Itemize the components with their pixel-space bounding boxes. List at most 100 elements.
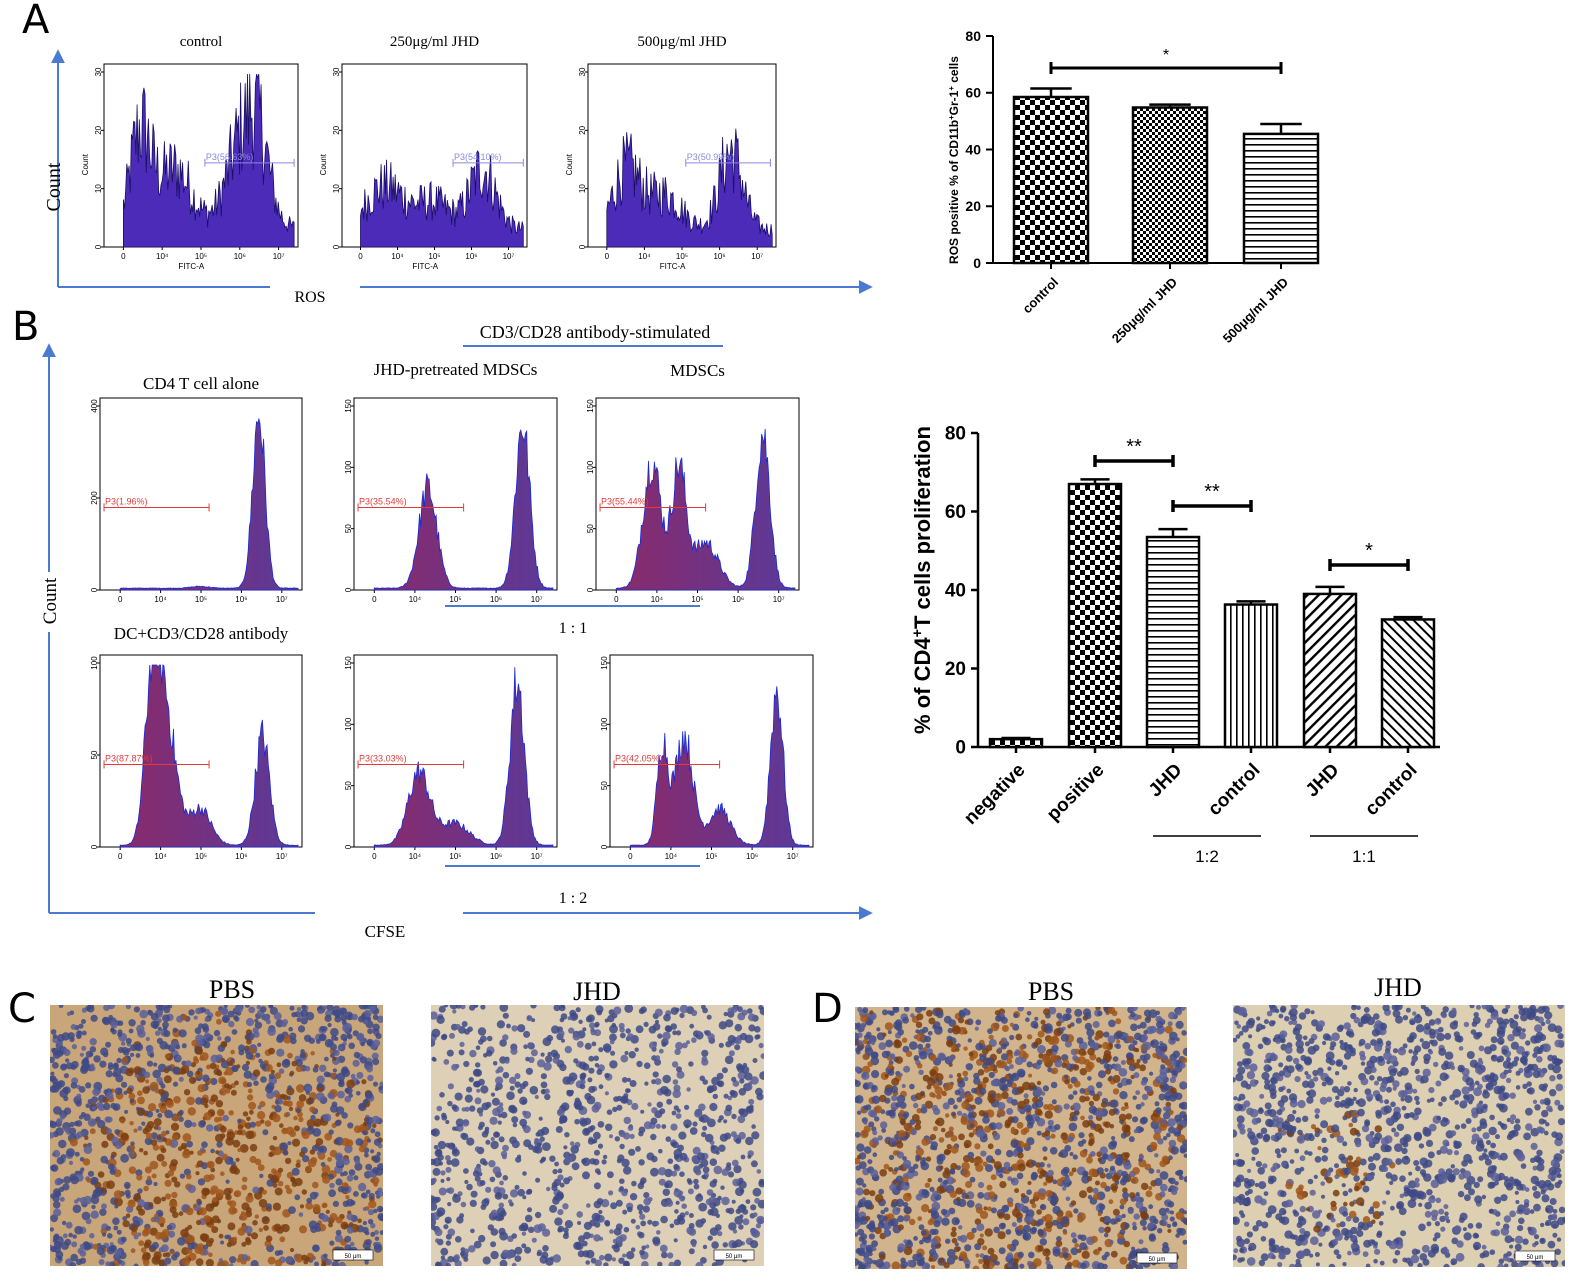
- cell-nucleus: [583, 1221, 593, 1230]
- cell-nucleus: [214, 1116, 220, 1123]
- cell-nucleus: [1458, 1046, 1464, 1051]
- cell-nucleus: [559, 1063, 567, 1072]
- cell-nucleus: [943, 1148, 951, 1156]
- cell-nucleus: [936, 1010, 944, 1019]
- cell-nucleus: [1029, 1227, 1037, 1235]
- cell-nucleus: [662, 1074, 671, 1084]
- cell-nucleus: [258, 1227, 263, 1233]
- cell-nucleus: [178, 1029, 187, 1038]
- cell-nucleus: [1408, 1049, 1413, 1054]
- cell-nucleus: [133, 1263, 139, 1266]
- cell-nucleus: [347, 1122, 354, 1129]
- histogram-distribution: [119, 417, 299, 591]
- cell-nucleus: [136, 1024, 145, 1034]
- cell-nucleus: [693, 1183, 700, 1190]
- cell-nucleus: [925, 1156, 932, 1162]
- cell-nucleus: [298, 1212, 304, 1217]
- cell-nucleus: [55, 1127, 64, 1136]
- cell-nucleus: [1162, 1136, 1168, 1141]
- micrograph-tissue: 50 μm: [1233, 1005, 1565, 1267]
- cell-nucleus: [86, 1177, 92, 1183]
- cell-nucleus: [581, 1158, 587, 1164]
- cell-nucleus: [353, 1125, 362, 1134]
- cell-nucleus: [598, 1209, 603, 1215]
- histogram-xlabel: FITC-A: [412, 262, 438, 271]
- histogram-ytick-label: 10: [332, 184, 341, 193]
- cell-nucleus: [228, 1206, 237, 1215]
- cell-nucleus: [731, 1076, 737, 1082]
- cell-nucleus: [1101, 1254, 1108, 1261]
- cell-nucleus: [1043, 1008, 1050, 1016]
- cell-nucleus: [1097, 1010, 1103, 1017]
- cell-nucleus: [1092, 1093, 1101, 1102]
- cell-nucleus: [955, 1187, 963, 1195]
- cell-nucleus: [672, 1089, 681, 1099]
- cell-nucleus: [551, 1025, 560, 1034]
- cell-nucleus: [492, 1061, 498, 1066]
- cell-nucleus: [1065, 1196, 1071, 1202]
- cell-nucleus: [717, 1118, 722, 1123]
- cell-nucleus: [335, 1216, 343, 1224]
- cell-nucleus: [857, 1045, 864, 1051]
- cell-nucleus: [903, 1239, 908, 1244]
- cell-nucleus: [686, 1040, 690, 1045]
- cell-nucleus: [1033, 1191, 1041, 1199]
- histogram-ytick-label: 50: [90, 750, 99, 759]
- cell-nucleus: [313, 1118, 322, 1127]
- cell-nucleus: [468, 1245, 476, 1253]
- cell-nucleus: [241, 1176, 248, 1183]
- cell-nucleus: [514, 1246, 523, 1255]
- cell-nucleus: [335, 1136, 344, 1146]
- cell-nucleus: [582, 1127, 591, 1136]
- cell-nucleus: [1320, 1181, 1325, 1186]
- cell-nucleus: [1167, 1118, 1176, 1127]
- cell-nucleus: [752, 1058, 758, 1063]
- cell-nucleus: [868, 1251, 873, 1257]
- cell-nucleus: [865, 1263, 872, 1269]
- cell-nucleus: [593, 1131, 601, 1140]
- cell-nucleus: [559, 1017, 565, 1023]
- cell-nucleus: [220, 1240, 225, 1245]
- histogram-frame: [99, 397, 303, 591]
- cell-nucleus: [469, 1199, 477, 1207]
- cell-nucleus: [1011, 1073, 1017, 1079]
- cell-nucleus: [613, 1243, 619, 1249]
- cell-nucleus: [997, 1212, 1005, 1219]
- cell-nucleus: [1497, 1263, 1504, 1267]
- cell-nucleus: [686, 1178, 692, 1183]
- cell-nucleus: [358, 1145, 366, 1153]
- cell-nucleus: [446, 1159, 452, 1166]
- cell-nucleus: [436, 1210, 444, 1217]
- cell-nucleus: [1087, 1195, 1093, 1200]
- cell-nucleus: [965, 1195, 970, 1199]
- cell-nucleus: [437, 1140, 447, 1150]
- cell-nucleus: [900, 1260, 908, 1269]
- cell-nucleus: [571, 1162, 580, 1171]
- cell-nucleus: [679, 1005, 689, 1014]
- cell-nucleus: [1000, 1076, 1007, 1084]
- cell-nucleus: [1244, 1221, 1250, 1227]
- cell-nucleus: [1060, 1033, 1069, 1042]
- cell-nucleus: [1141, 1182, 1149, 1191]
- cell-nucleus: [1347, 1081, 1352, 1086]
- histogram-xlabel: FITC-A: [178, 262, 204, 271]
- cell-nucleus: [902, 1159, 912, 1169]
- cell-nucleus: [374, 1131, 381, 1138]
- cell-nucleus: [374, 1157, 380, 1162]
- cell-nucleus: [902, 1201, 909, 1208]
- cell-nucleus: [237, 1118, 242, 1124]
- cell-nucleus: [226, 1242, 232, 1248]
- cell-nucleus: [1121, 1170, 1128, 1178]
- cell-nucleus: [1109, 1239, 1114, 1245]
- cell-nucleus: [187, 1107, 196, 1116]
- cell-nucleus: [672, 1030, 677, 1036]
- cell-nucleus: [1030, 1265, 1036, 1269]
- cell-nucleus: [67, 1032, 75, 1040]
- cell-nucleus: [325, 1258, 332, 1266]
- cell-nucleus: [274, 1250, 281, 1256]
- cell-nucleus: [312, 1244, 320, 1252]
- cell-nucleus: [756, 1169, 762, 1174]
- cell-nucleus: [944, 1167, 950, 1173]
